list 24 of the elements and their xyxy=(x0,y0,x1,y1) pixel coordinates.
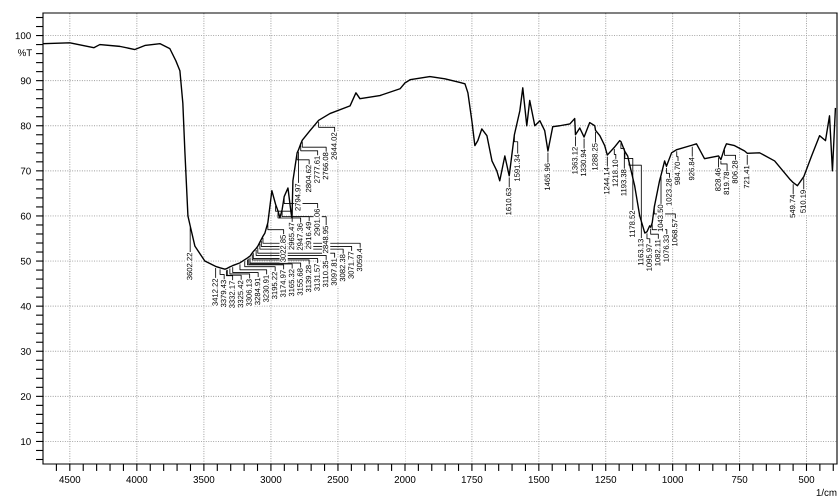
x-tick-label: 750 xyxy=(732,476,748,483)
x-tick-label: 2000 xyxy=(394,476,416,483)
y-tick-label: 50 xyxy=(20,258,31,265)
y-tick-label: 90 xyxy=(20,77,31,84)
x-tick-label: 500 xyxy=(798,476,814,483)
x-tick-label: 1250 xyxy=(596,476,616,483)
y-tick-label: 70 xyxy=(20,168,31,174)
x-axis-title: 1/cm xyxy=(816,488,836,496)
y-tick-label: 80 xyxy=(20,122,31,130)
x-tick-label: 1000 xyxy=(662,476,684,483)
x-tick-label: 4000 xyxy=(126,476,148,483)
y-axis-title: %T xyxy=(18,49,32,56)
x-tick-label: 2500 xyxy=(328,476,348,483)
y-tick-label: 30 xyxy=(20,348,31,355)
y-tick-label: 20 xyxy=(20,393,31,400)
x-tick-label: 1750 xyxy=(462,476,482,483)
x-tick-label: 3000 xyxy=(260,476,282,483)
x-tick-label: 3500 xyxy=(193,476,214,483)
y-tick-label: 40 xyxy=(20,302,31,310)
y-tick-label: 60 xyxy=(20,212,31,220)
x-tick-label: 1500 xyxy=(528,476,550,483)
x-tick-label: 4500 xyxy=(59,476,80,483)
y-tick-label: 10 xyxy=(21,438,31,446)
y-tick-label: 100 xyxy=(16,32,31,40)
